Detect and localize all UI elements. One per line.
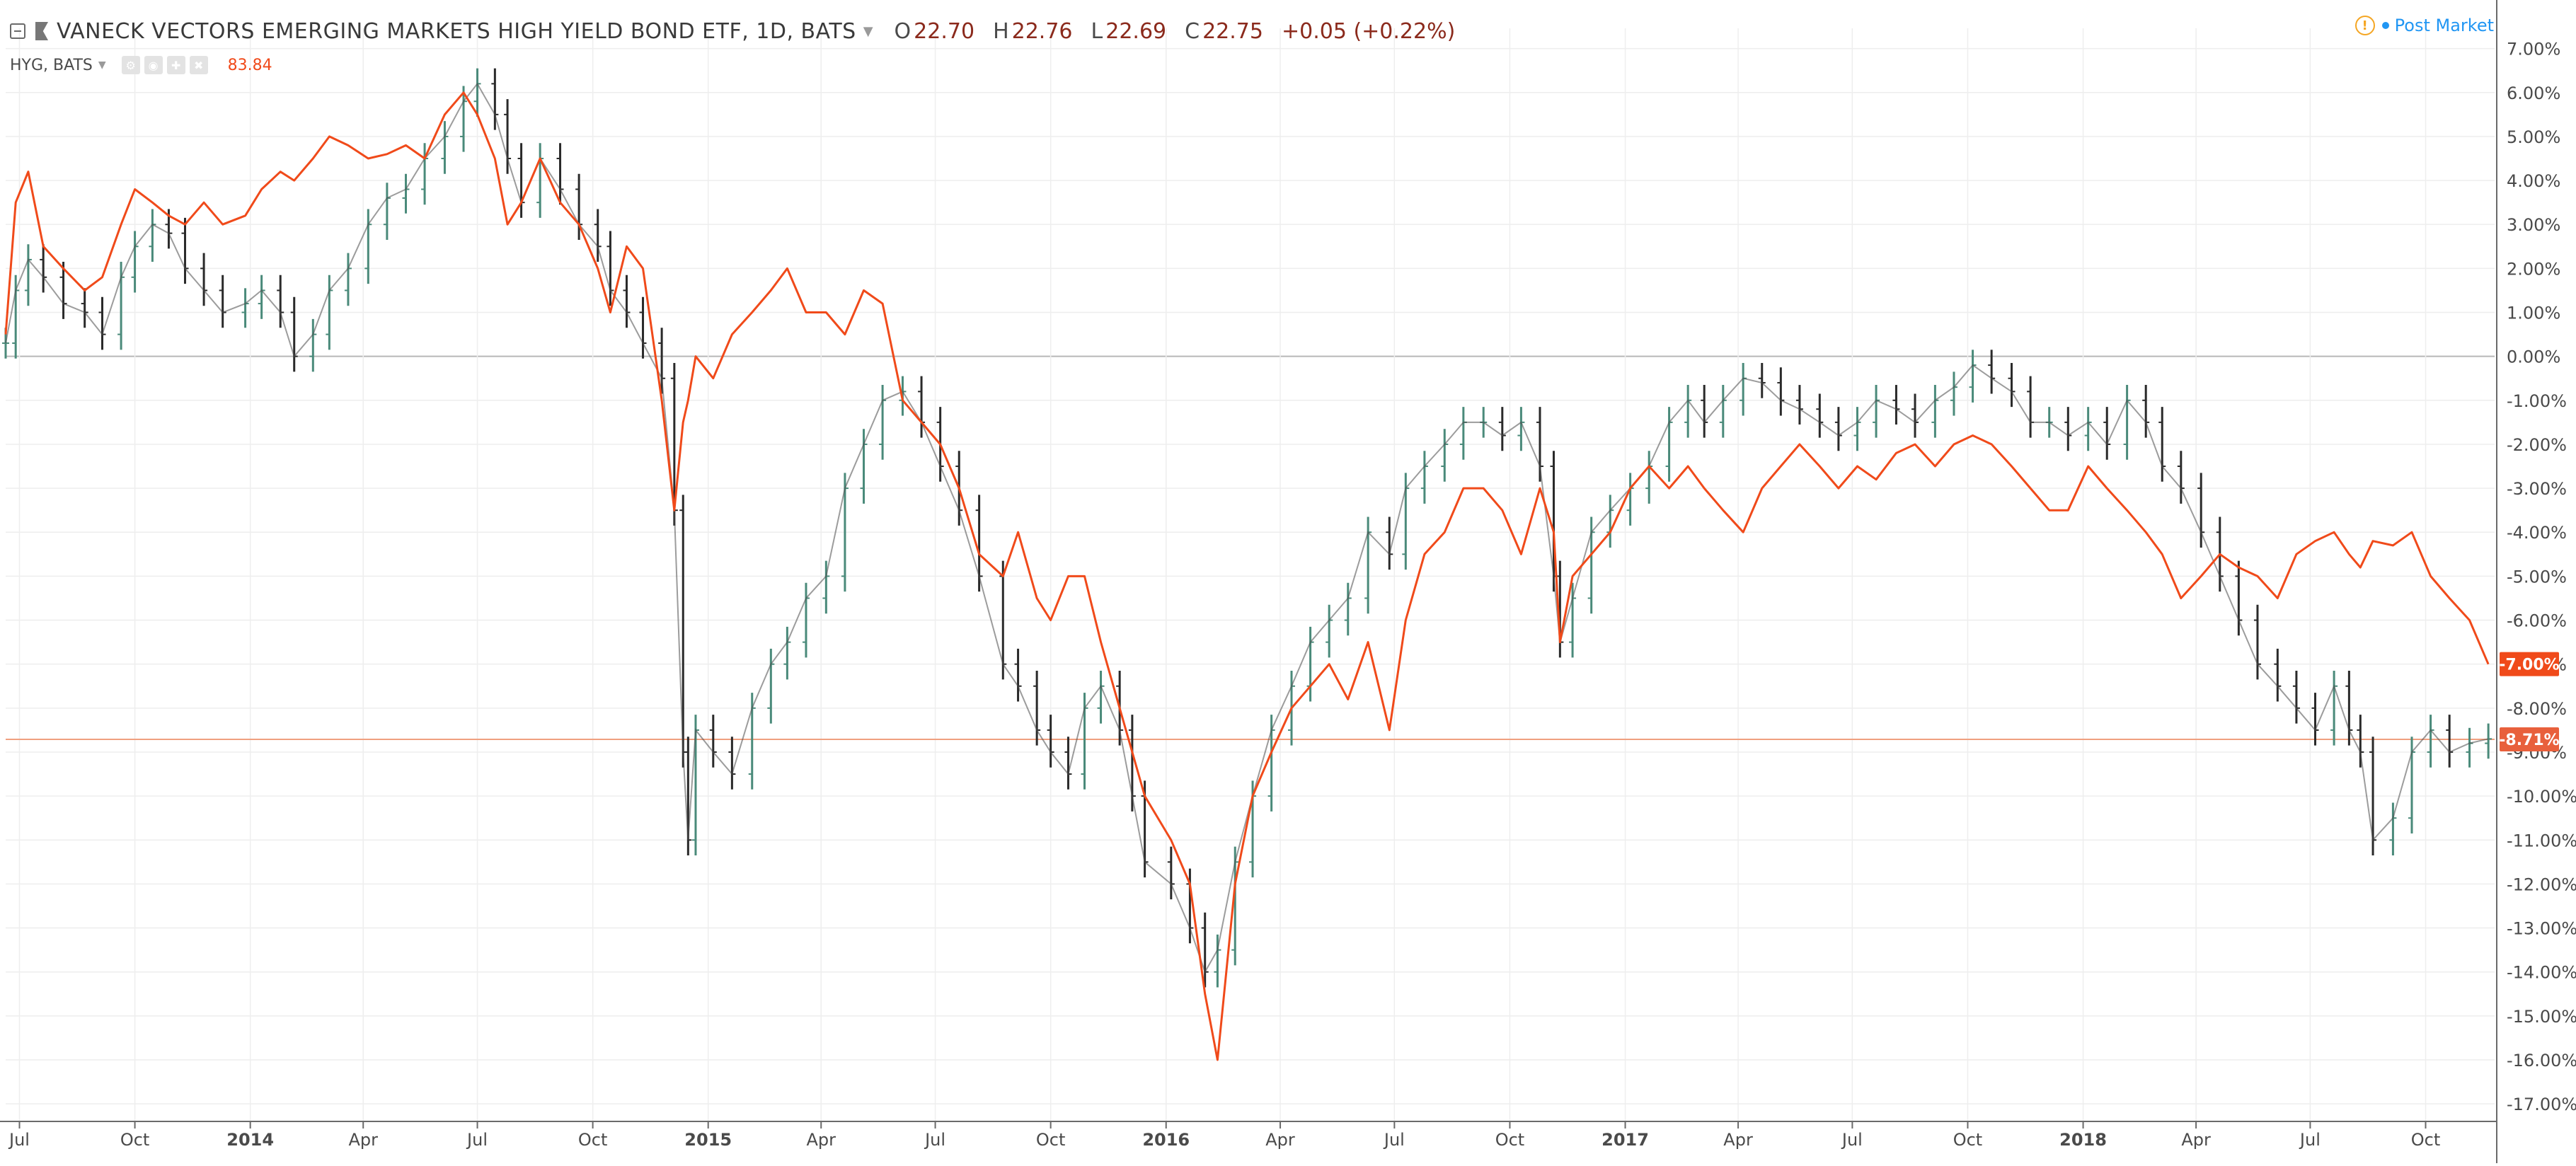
x-tick-label: Oct (1953, 1130, 1983, 1150)
close-icon[interactable]: ✖ (189, 56, 208, 74)
compare-series-layer (4, 91, 2490, 1061)
caret-down-icon[interactable]: ▼ (863, 23, 873, 39)
y-tick-label: 6.00% (2507, 83, 2560, 103)
ohlc-low-key: L (1091, 18, 1103, 44)
x-tick-label: Jul (8, 1130, 30, 1150)
x-tick-label: Oct (1036, 1130, 1066, 1150)
compare-value: 83.84 (227, 56, 272, 74)
ohlc-close-value: 22.75 (1202, 18, 1263, 44)
y-tick-label: -3.00% (2507, 479, 2567, 499)
x-tick-label: Apr (2181, 1130, 2211, 1150)
x-tick-label: 2017 (1602, 1130, 1649, 1150)
svg-text:-7.00%: -7.00% (2499, 657, 2559, 674)
series-title[interactable]: VANECK VECTORS EMERGING MARKETS HIGH YIE… (57, 18, 856, 44)
ohlc-close-key: C (1185, 18, 1200, 44)
y-tick-label: -17.00% (2507, 1095, 2576, 1114)
x-tick-label: Jul (2299, 1130, 2321, 1150)
x-tick-label: Jul (1383, 1130, 1405, 1150)
y-tick-label: -15.00% (2507, 1007, 2576, 1027)
y-tick-label: 4.00% (2507, 171, 2560, 191)
x-tick-label: Apr (1723, 1130, 1753, 1150)
x-tick-label: 2014 (226, 1130, 274, 1150)
ohlc-bar (2485, 723, 2492, 759)
settings-icon[interactable]: ⚙ (121, 56, 140, 74)
caret-down-icon[interactable]: ▼ (98, 59, 106, 71)
y-tick-label: 0.00% (2507, 347, 2560, 367)
post-market-indicator[interactable]: ! Post Market (2354, 16, 2494, 35)
x-tick-label: Oct (2411, 1130, 2441, 1150)
plus-icon[interactable]: ✚ (166, 56, 185, 74)
y-tick-label: -12.00% (2507, 874, 2576, 894)
x-tick-label: Apr (806, 1130, 836, 1150)
y-tick-label: -2.00% (2507, 435, 2567, 455)
x-tick-label: Jul (1841, 1130, 1863, 1150)
eye-icon[interactable]: ◉ (144, 56, 163, 74)
y-tick-label: -16.00% (2507, 1051, 2576, 1070)
flag-icon[interactable] (35, 22, 48, 40)
ohlc-open-key: O (894, 18, 912, 44)
ohlc-open-value: 22.70 (914, 18, 975, 44)
x-tick-label: 2018 (2059, 1130, 2107, 1150)
status-dot-icon (2381, 22, 2389, 29)
compare-symbol[interactable]: HYG, BATS (10, 56, 93, 74)
compare-legend: HYG, BATS ▼ ⚙ ◉ ✚ ✖ 83.84 (10, 51, 272, 79)
collapse-icon[interactable] (10, 23, 25, 39)
y-tick-label: 1.00% (2507, 304, 2560, 323)
post-market-label[interactable]: Post Market (2394, 16, 2494, 35)
y-tick-label: 5.00% (2507, 127, 2560, 147)
compare-series-line (4, 91, 2490, 1061)
y-tick-label: -13.00% (2507, 919, 2576, 939)
y-tick-label: -11.00% (2507, 831, 2576, 850)
y-tick-label: -8.00% (2507, 699, 2567, 719)
compare-price-label: -7.00% (2499, 652, 2560, 676)
x-tick-label: Apr (1265, 1130, 1295, 1150)
main-series-line (5, 82, 2489, 974)
y-tick-label: -4.00% (2507, 523, 2567, 543)
y-tick-label: -1.00% (2507, 391, 2567, 411)
x-tick-label: Oct (578, 1130, 608, 1150)
main-series-layer (2, 68, 2492, 988)
x-tick-label: 2016 (1142, 1130, 1190, 1150)
y-tick-label: -10.00% (2507, 787, 2576, 807)
x-tick-label: Apr (348, 1130, 378, 1150)
warning-icon[interactable]: ! (2354, 16, 2375, 35)
y-tick-label: -6.00% (2507, 611, 2567, 631)
grid-layer (6, 28, 2495, 1121)
x-tick-label: Oct (1495, 1130, 1525, 1150)
ohlc-high-value: 22.76 (1011, 18, 1073, 44)
x-tick-label: Oct (120, 1130, 150, 1150)
x-tick-label: Jul (924, 1130, 945, 1150)
y-tick-label: 7.00% (2507, 40, 2560, 59)
y-tick-label: 2.00% (2507, 259, 2560, 279)
y-tick-label: -5.00% (2507, 567, 2567, 587)
change-value: +0.05 (+0.22%) (1281, 18, 1456, 44)
y-tick-label: 3.00% (2507, 215, 2560, 235)
x-tick-label: 2015 (684, 1130, 732, 1150)
x-tick-label: Jul (466, 1130, 488, 1150)
svg-text:-8.71%: -8.71% (2499, 732, 2559, 749)
main-legend: VANECK VECTORS EMERGING MARKETS HIGH YIE… (10, 14, 1455, 48)
y-tick-label: -14.00% (2507, 963, 2576, 983)
ohlc-high-key: H (993, 18, 1009, 44)
main-price-label: -8.71% (2499, 727, 2560, 751)
ohlc-low-value: 22.69 (1105, 18, 1167, 44)
